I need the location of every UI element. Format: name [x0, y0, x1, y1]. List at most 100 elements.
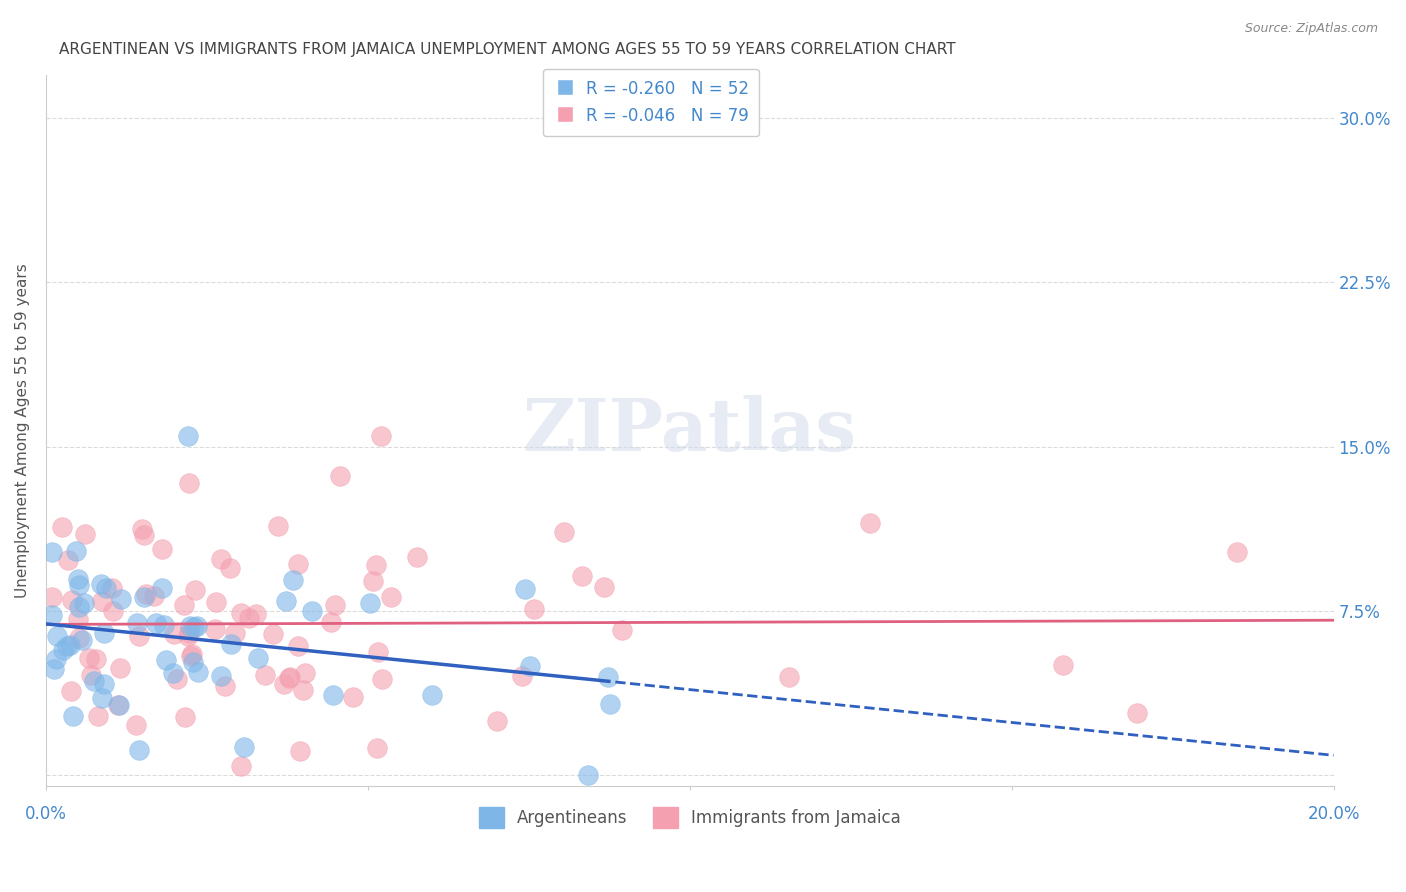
Point — [364, 558, 387, 573]
Text: 20.0%: 20.0% — [1308, 805, 1360, 823]
Point — [128, 629, 150, 643]
Point — [319, 615, 342, 629]
Point — [301, 604, 323, 618]
Point — [1226, 544, 1249, 558]
Point — [70, 632, 93, 647]
Point — [150, 581, 173, 595]
Point — [73, 595, 96, 609]
Point — [56, 640, 79, 654]
Point — [90, 577, 112, 591]
Point — [322, 688, 344, 702]
Point — [280, 670, 302, 684]
Point — [1126, 706, 1149, 720]
Point — [135, 587, 157, 601]
Point — [41, 545, 63, 559]
Point — [42, 662, 65, 676]
Point — [361, 574, 384, 588]
Point — [329, 468, 352, 483]
Point — [67, 600, 90, 615]
Point — [90, 691, 112, 706]
Point — [510, 669, 533, 683]
Point — [101, 582, 124, 596]
Point — [125, 615, 148, 630]
Point — [187, 665, 209, 680]
Point — [108, 698, 131, 712]
Point — [62, 709, 84, 723]
Text: 0.0%: 0.0% — [25, 805, 67, 823]
Point — [173, 599, 195, 613]
Point — [183, 620, 205, 634]
Point — [143, 589, 166, 603]
Point — [246, 650, 269, 665]
Point — [513, 582, 536, 597]
Point — [179, 618, 201, 632]
Point — [253, 668, 276, 682]
Point — [176, 428, 198, 442]
Point — [84, 652, 107, 666]
Point — [283, 574, 305, 588]
Point — [51, 520, 73, 534]
Point — [267, 519, 290, 533]
Point — [101, 604, 124, 618]
Point — [166, 672, 188, 686]
Point — [87, 709, 110, 723]
Point — [204, 622, 226, 636]
Point — [108, 661, 131, 675]
Point — [67, 577, 90, 591]
Point — [231, 606, 253, 620]
Point — [45, 628, 67, 642]
Point — [110, 591, 132, 606]
Point — [183, 583, 205, 598]
Point — [370, 428, 392, 442]
Point — [73, 527, 96, 541]
Point — [367, 645, 389, 659]
Point — [153, 618, 176, 632]
Point — [67, 631, 90, 645]
Point — [67, 572, 90, 586]
Point — [45, 651, 67, 665]
Point — [578, 768, 600, 782]
Text: Source: ZipAtlas.com: Source: ZipAtlas.com — [1244, 22, 1378, 36]
Point — [612, 624, 634, 638]
Point — [553, 524, 575, 539]
Point — [176, 629, 198, 643]
Point — [778, 670, 800, 684]
Point — [150, 541, 173, 556]
Point — [571, 569, 593, 583]
Point — [233, 739, 256, 754]
Point — [406, 550, 429, 565]
Point — [519, 659, 541, 673]
Point — [276, 594, 298, 608]
Point — [262, 627, 284, 641]
Point — [231, 758, 253, 772]
Point — [93, 626, 115, 640]
Point — [420, 688, 443, 702]
Point — [599, 697, 621, 711]
Point — [294, 666, 316, 681]
Point — [1052, 658, 1074, 673]
Text: ARGENTINEAN VS IMMIGRANTS FROM JAMAICA UNEMPLOYMENT AMONG AGES 55 TO 59 YEARS CO: ARGENTINEAN VS IMMIGRANTS FROM JAMAICA U… — [59, 42, 956, 57]
Point — [221, 637, 243, 651]
Text: ZIPatlas: ZIPatlas — [523, 394, 856, 466]
Point — [287, 558, 309, 572]
Point — [174, 710, 197, 724]
Point — [60, 593, 83, 607]
Point — [287, 639, 309, 653]
Point — [94, 581, 117, 595]
Point — [132, 590, 155, 604]
Point — [51, 643, 73, 657]
Point — [859, 516, 882, 531]
Point — [598, 670, 620, 684]
Point — [209, 668, 232, 682]
Point — [77, 650, 100, 665]
Point — [371, 672, 394, 686]
Point — [205, 595, 228, 609]
Point — [41, 591, 63, 605]
Point — [177, 625, 200, 640]
Point — [485, 714, 508, 729]
Point — [592, 580, 614, 594]
Point — [366, 740, 388, 755]
Point — [181, 655, 204, 669]
Point — [288, 744, 311, 758]
Point — [65, 544, 87, 558]
